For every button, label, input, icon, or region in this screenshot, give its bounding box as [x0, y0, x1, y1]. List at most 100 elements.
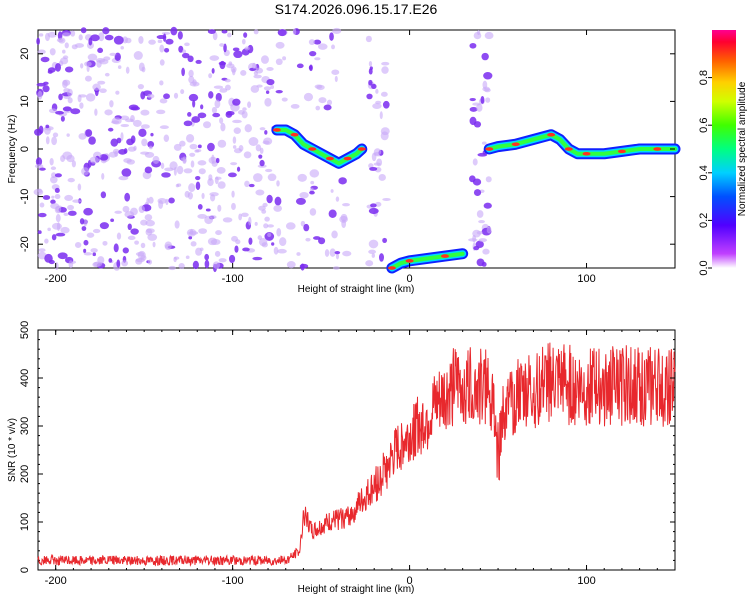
x-tick-label: 100: [577, 273, 595, 285]
noise-blob: [104, 34, 114, 41]
noise-blob: [334, 251, 341, 255]
noise-blob: [120, 123, 130, 128]
noise-blob: [111, 117, 122, 125]
noise-blob: [197, 204, 203, 210]
noise-blob: [273, 205, 283, 212]
noise-blob: [37, 251, 47, 260]
noise-blob: [99, 222, 109, 230]
noise-blob: [100, 191, 107, 199]
noise-blob: [138, 205, 145, 213]
noise-blob: [331, 230, 338, 239]
noise-blob: [244, 180, 250, 188]
noise-blob: [211, 106, 218, 114]
y-tick-label: -20: [19, 236, 31, 252]
noise-blob: [235, 239, 241, 245]
noise-blob: [329, 248, 336, 257]
noise-blob: [243, 32, 248, 38]
spectrogram-x-label: Height of straight line (km): [298, 284, 415, 295]
noise-blob: [314, 84, 323, 89]
noise-blob: [232, 136, 237, 144]
noise-blob: [366, 93, 373, 100]
noise-blob: [299, 263, 309, 269]
noise-blob: [219, 117, 224, 124]
noise-blob: [295, 197, 306, 205]
noise-blob: [165, 38, 174, 45]
noise-blob: [141, 138, 148, 147]
noise-blob: [253, 29, 259, 35]
noise-blob: [63, 212, 69, 216]
noise-blob: [83, 207, 93, 216]
noise-blob: [92, 228, 101, 234]
noise-blob: [208, 174, 213, 181]
noise-blob: [469, 116, 477, 126]
noise-blob: [54, 187, 60, 193]
noise-blob: [266, 194, 273, 204]
noise-blob: [342, 203, 350, 207]
noise-blob: [215, 230, 222, 236]
track-left-peak: [325, 156, 334, 161]
spectrogram-noise-blobs: [33, 26, 494, 273]
noise-blob: [116, 232, 122, 240]
noise-blob: [368, 239, 379, 249]
noise-blob: [67, 97, 73, 104]
noise-blob: [218, 258, 227, 263]
noise-blob: [97, 47, 104, 53]
x-tick-label: 100: [577, 575, 595, 587]
noise-blob: [197, 112, 207, 119]
noise-blob: [48, 259, 55, 265]
noise-blob: [259, 159, 265, 167]
noise-blob: [261, 209, 267, 214]
noise-blob: [338, 177, 347, 185]
noise-blob: [233, 148, 242, 154]
noise-blob: [328, 209, 337, 219]
noise-blob: [130, 114, 135, 123]
noise-blob: [92, 252, 97, 257]
noise-blob: [215, 92, 222, 102]
noise-blob: [368, 249, 377, 254]
y-tick-label: 500: [19, 321, 31, 339]
colorbar-tick-label: 0.4: [698, 165, 710, 180]
noise-blob: [365, 35, 372, 43]
noise-blob: [140, 219, 148, 226]
noise-blob: [34, 128, 42, 136]
noise-blob: [281, 97, 288, 102]
noise-blob: [277, 248, 287, 254]
noise-blob: [378, 174, 386, 181]
noise-blob: [101, 172, 105, 180]
noise-blob: [277, 29, 287, 37]
noise-blob: [158, 200, 164, 209]
track-left-peak: [357, 147, 366, 151]
noise-blob: [188, 75, 195, 84]
noise-blob: [469, 106, 478, 112]
noise-blob: [138, 128, 147, 138]
noise-blob: [147, 233, 158, 241]
noise-blob: [381, 61, 390, 66]
noise-blob: [118, 175, 129, 181]
noise-blob: [148, 39, 156, 45]
noise-blob: [209, 192, 219, 197]
noise-blob: [150, 132, 154, 137]
noise-blob: [187, 55, 194, 63]
noise-blob: [67, 210, 77, 216]
noise-blob: [234, 245, 239, 253]
noise-blob: [326, 99, 333, 106]
noise-blob: [380, 91, 388, 97]
track-bottom-peak: [387, 266, 396, 270]
noise-blob: [80, 27, 87, 34]
noise-blob: [271, 242, 275, 246]
noise-blob: [253, 173, 263, 183]
noise-blob: [173, 92, 179, 99]
noise-blob: [183, 168, 193, 174]
noise-blob: [259, 147, 264, 154]
noise-blob: [120, 132, 124, 141]
noise-blob: [110, 218, 115, 223]
noise-blob: [55, 232, 66, 237]
noise-blob: [99, 88, 107, 94]
noise-blob: [236, 166, 241, 172]
x-tick-label: 0: [407, 273, 413, 285]
noise-blob: [227, 172, 237, 178]
noise-blob: [372, 103, 382, 109]
noise-blob: [258, 154, 263, 159]
noise-blob: [203, 121, 212, 129]
noise-blob: [375, 88, 379, 94]
